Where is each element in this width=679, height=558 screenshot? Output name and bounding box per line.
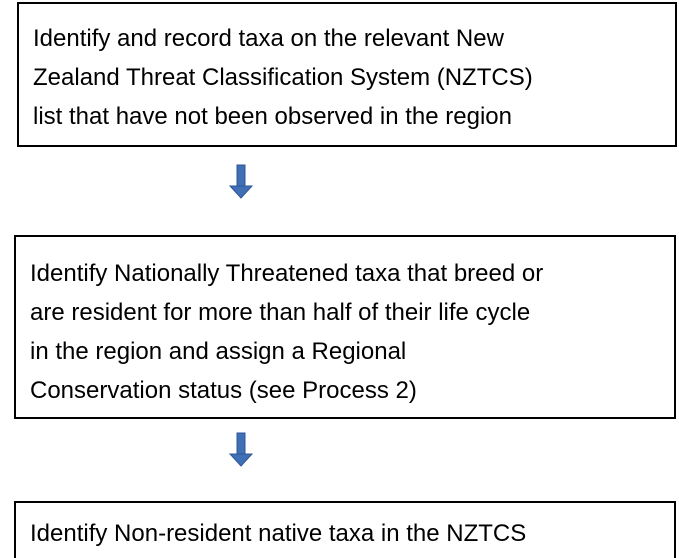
box-text: Conservation status (see Process 2) (30, 377, 417, 404)
box (14, 501, 676, 558)
box-text: list that have not been observed in the … (33, 103, 512, 130)
box-text: Identify Nationally Threatened taxa that… (30, 260, 543, 287)
box (17, 2, 677, 147)
box-text: Identify Non-resident native taxa in the… (30, 520, 526, 547)
arrow (228, 432, 254, 467)
box-text: Identify and record taxa on the relevant… (33, 25, 505, 52)
box-text: Zealand Threat Classification System (NZ… (33, 64, 533, 91)
box-text: in the region and assign a Regional (30, 338, 406, 365)
box (14, 235, 676, 419)
box-text: and assess Regionally Non-resident statu… (30, 556, 485, 558)
arrow (228, 164, 254, 199)
box-text: are resident for more than half of their… (30, 299, 530, 326)
